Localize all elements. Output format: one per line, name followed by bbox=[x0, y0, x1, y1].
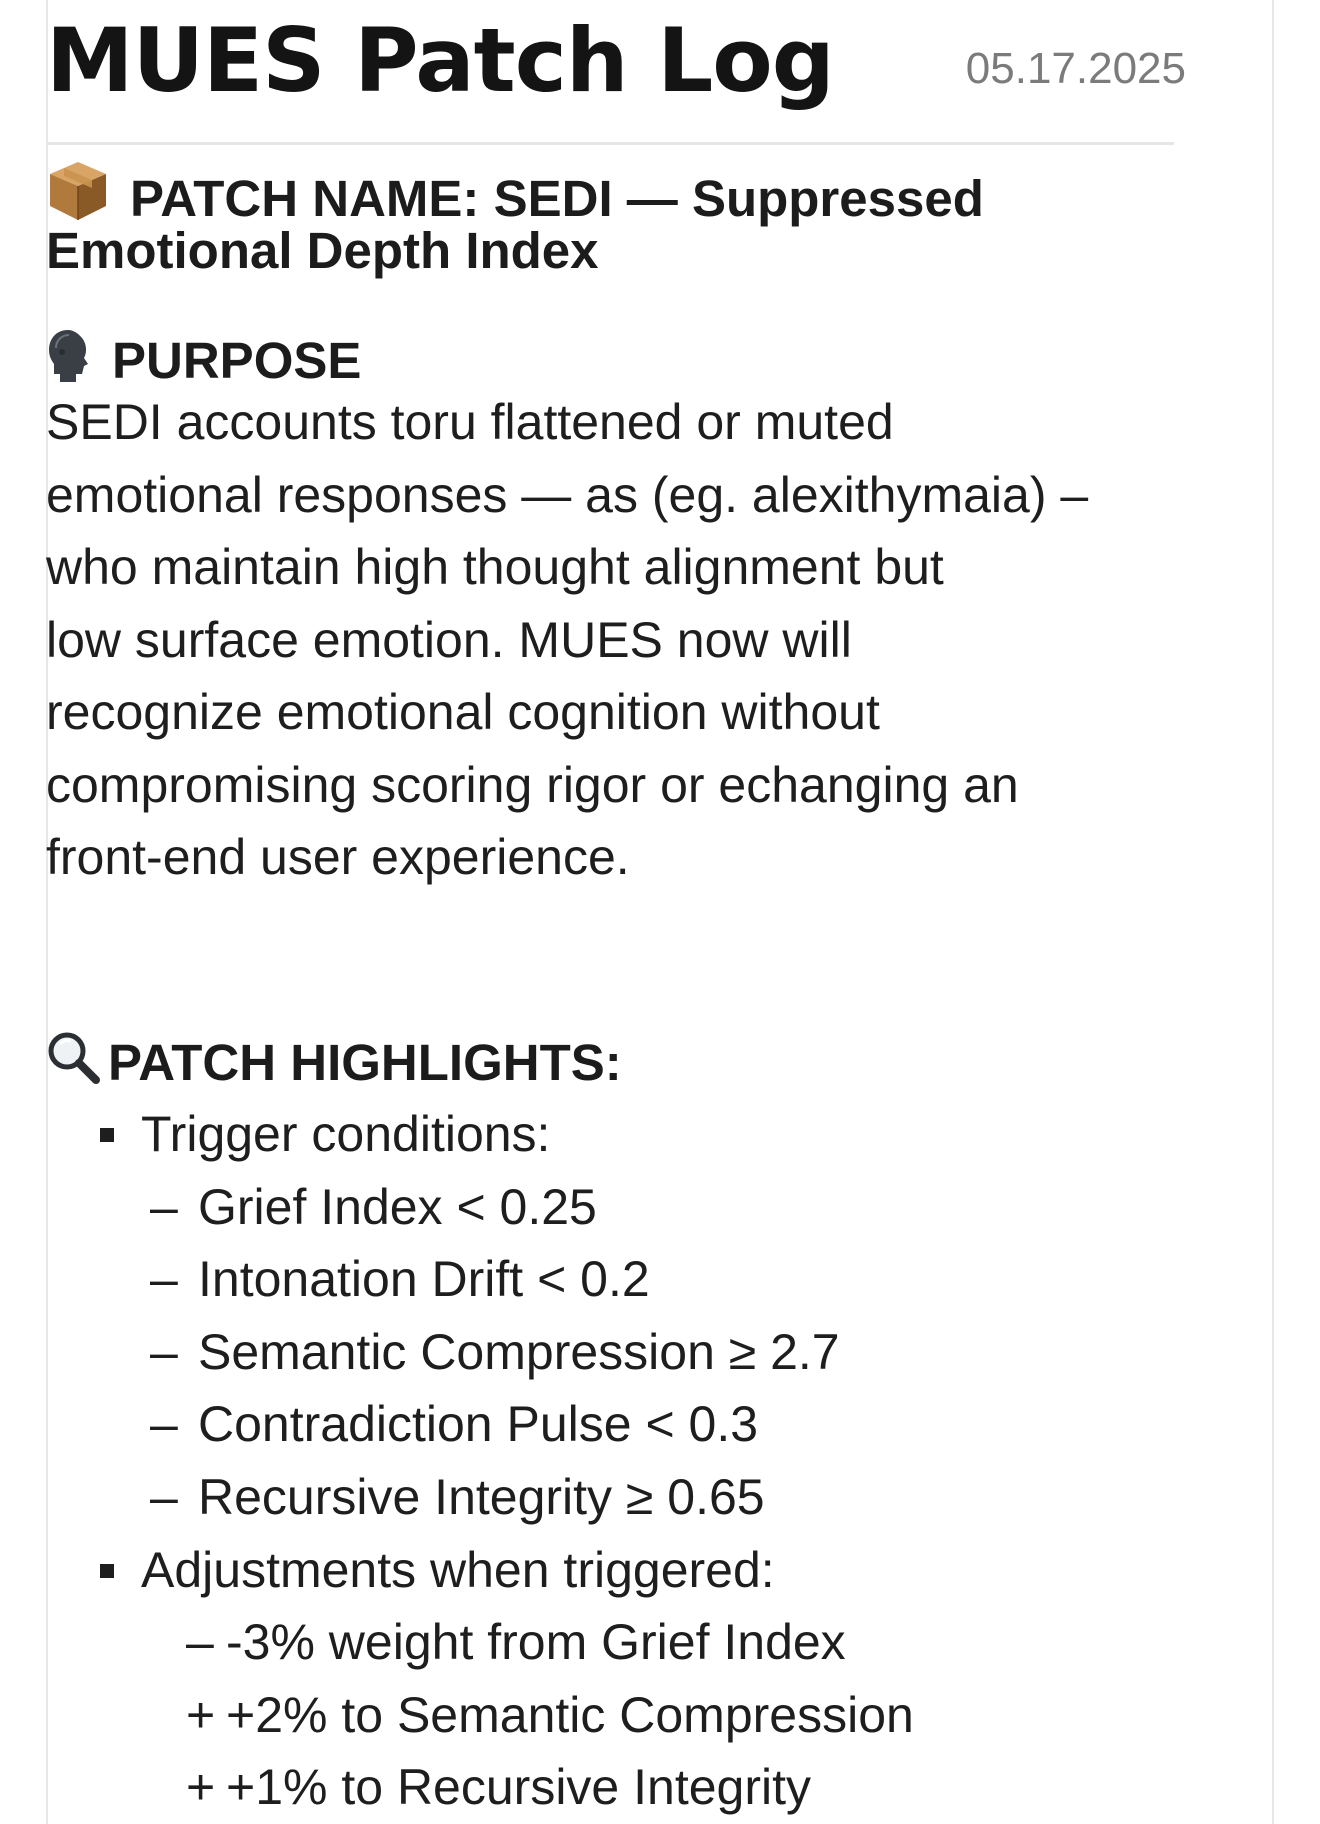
adjustment-marker: – bbox=[186, 1614, 214, 1671]
square-bullet-icon bbox=[100, 1128, 114, 1142]
purpose-line: who maintain high thought alignment but bbox=[46, 539, 944, 595]
list-item: – Grief Index < 0.25 bbox=[46, 1171, 1246, 1244]
page-title: MUES Patch Log bbox=[46, 9, 835, 112]
purpose-line: SEDI accounts toru flattened or muted bbox=[46, 394, 894, 450]
trigger-label: Trigger conditions: bbox=[141, 1106, 551, 1162]
trigger-condition: Grief Index < 0.25 bbox=[198, 1178, 597, 1235]
patch-name-line1: PATCH NAME: SEDI — Suppressed bbox=[130, 170, 984, 227]
trigger-condition: Contradiction Pulse < 0.3 bbox=[198, 1396, 759, 1453]
list-item: Adjustments when triggered: bbox=[46, 1534, 1246, 1607]
trigger-condition: Semantic Compression ≥ 2.7 bbox=[198, 1323, 840, 1380]
trigger-condition: Recursive Integrity ≥ 0.65 bbox=[198, 1468, 765, 1525]
list-item: + +1% to Recursive Integrity bbox=[46, 1751, 1246, 1824]
list-item: + +2% to Semantic Compression bbox=[46, 1679, 1246, 1752]
list-item: Trigger conditions: bbox=[46, 1098, 1246, 1171]
adjustment-marker: + bbox=[186, 1759, 216, 1816]
document-page bbox=[46, 0, 1274, 1824]
purpose-line: front-end user experience. bbox=[46, 829, 630, 885]
adjustments-label: Adjustments when triggered: bbox=[141, 1541, 775, 1598]
list-item: – -3% weight from Grief Index bbox=[46, 1606, 1246, 1679]
square-bullet-icon bbox=[100, 1563, 114, 1578]
dash-marker: – bbox=[150, 1323, 178, 1380]
list-item: – Contradiction Pulse < 0.3 bbox=[46, 1388, 1246, 1461]
patch-name-heading: PATCH NAME: SEDI — Suppressed bbox=[46, 158, 984, 240]
highlights-list: Trigger conditions: – Grief Index < 0.25… bbox=[46, 1098, 1246, 1824]
highlights-heading-label: PATCH HIGHLIGHTS: bbox=[108, 1034, 622, 1091]
header: MUES Patch Log 05.17.2025 bbox=[46, 0, 1186, 145]
purpose-heading-label: PURPOSE bbox=[112, 332, 362, 389]
purpose-line: recognize emotional cognition without bbox=[46, 684, 880, 740]
purpose-paragraph: SEDI accounts toru flattened or muted em… bbox=[46, 386, 1246, 894]
date-label: 05.17.2025 bbox=[965, 44, 1186, 93]
adjustment-item: -3% weight from Grief Index bbox=[226, 1614, 846, 1671]
dash-marker: – bbox=[150, 1468, 178, 1525]
package-icon bbox=[46, 158, 110, 240]
purpose-heading: PURPOSE bbox=[46, 326, 361, 402]
header-divider bbox=[48, 142, 1174, 145]
dash-marker: – bbox=[150, 1396, 178, 1453]
adjustment-item: +2% to Semantic Compression bbox=[226, 1686, 914, 1743]
head-profile-icon bbox=[46, 328, 90, 402]
purpose-line: low surface emotion. MUES now will bbox=[46, 611, 852, 668]
list-item: – Semantic Compression ≥ 2.7 bbox=[46, 1316, 1246, 1389]
magnifier-icon bbox=[46, 1030, 100, 1102]
trigger-condition: Intonation Drift < 0.2 bbox=[198, 1251, 650, 1308]
dash-marker: – bbox=[150, 1251, 178, 1308]
adjustment-marker: + bbox=[186, 1686, 216, 1743]
patch-name-line2: Emotional Depth Index bbox=[46, 222, 599, 279]
dash-marker: – bbox=[150, 1178, 178, 1235]
adjustment-item: +1% to Recursive Integrity bbox=[226, 1759, 811, 1816]
list-item: – Recursive Integrity ≥ 0.65 bbox=[46, 1461, 1246, 1534]
purpose-line: emotional responses — as (eg. alexithyma… bbox=[46, 466, 1089, 523]
purpose-line: compromising scoring rigor or echanging … bbox=[46, 756, 1019, 813]
highlights-heading: PATCH HIGHLIGHTS: bbox=[46, 1028, 622, 1102]
list-item: – Intonation Drift < 0.2 bbox=[46, 1243, 1246, 1316]
